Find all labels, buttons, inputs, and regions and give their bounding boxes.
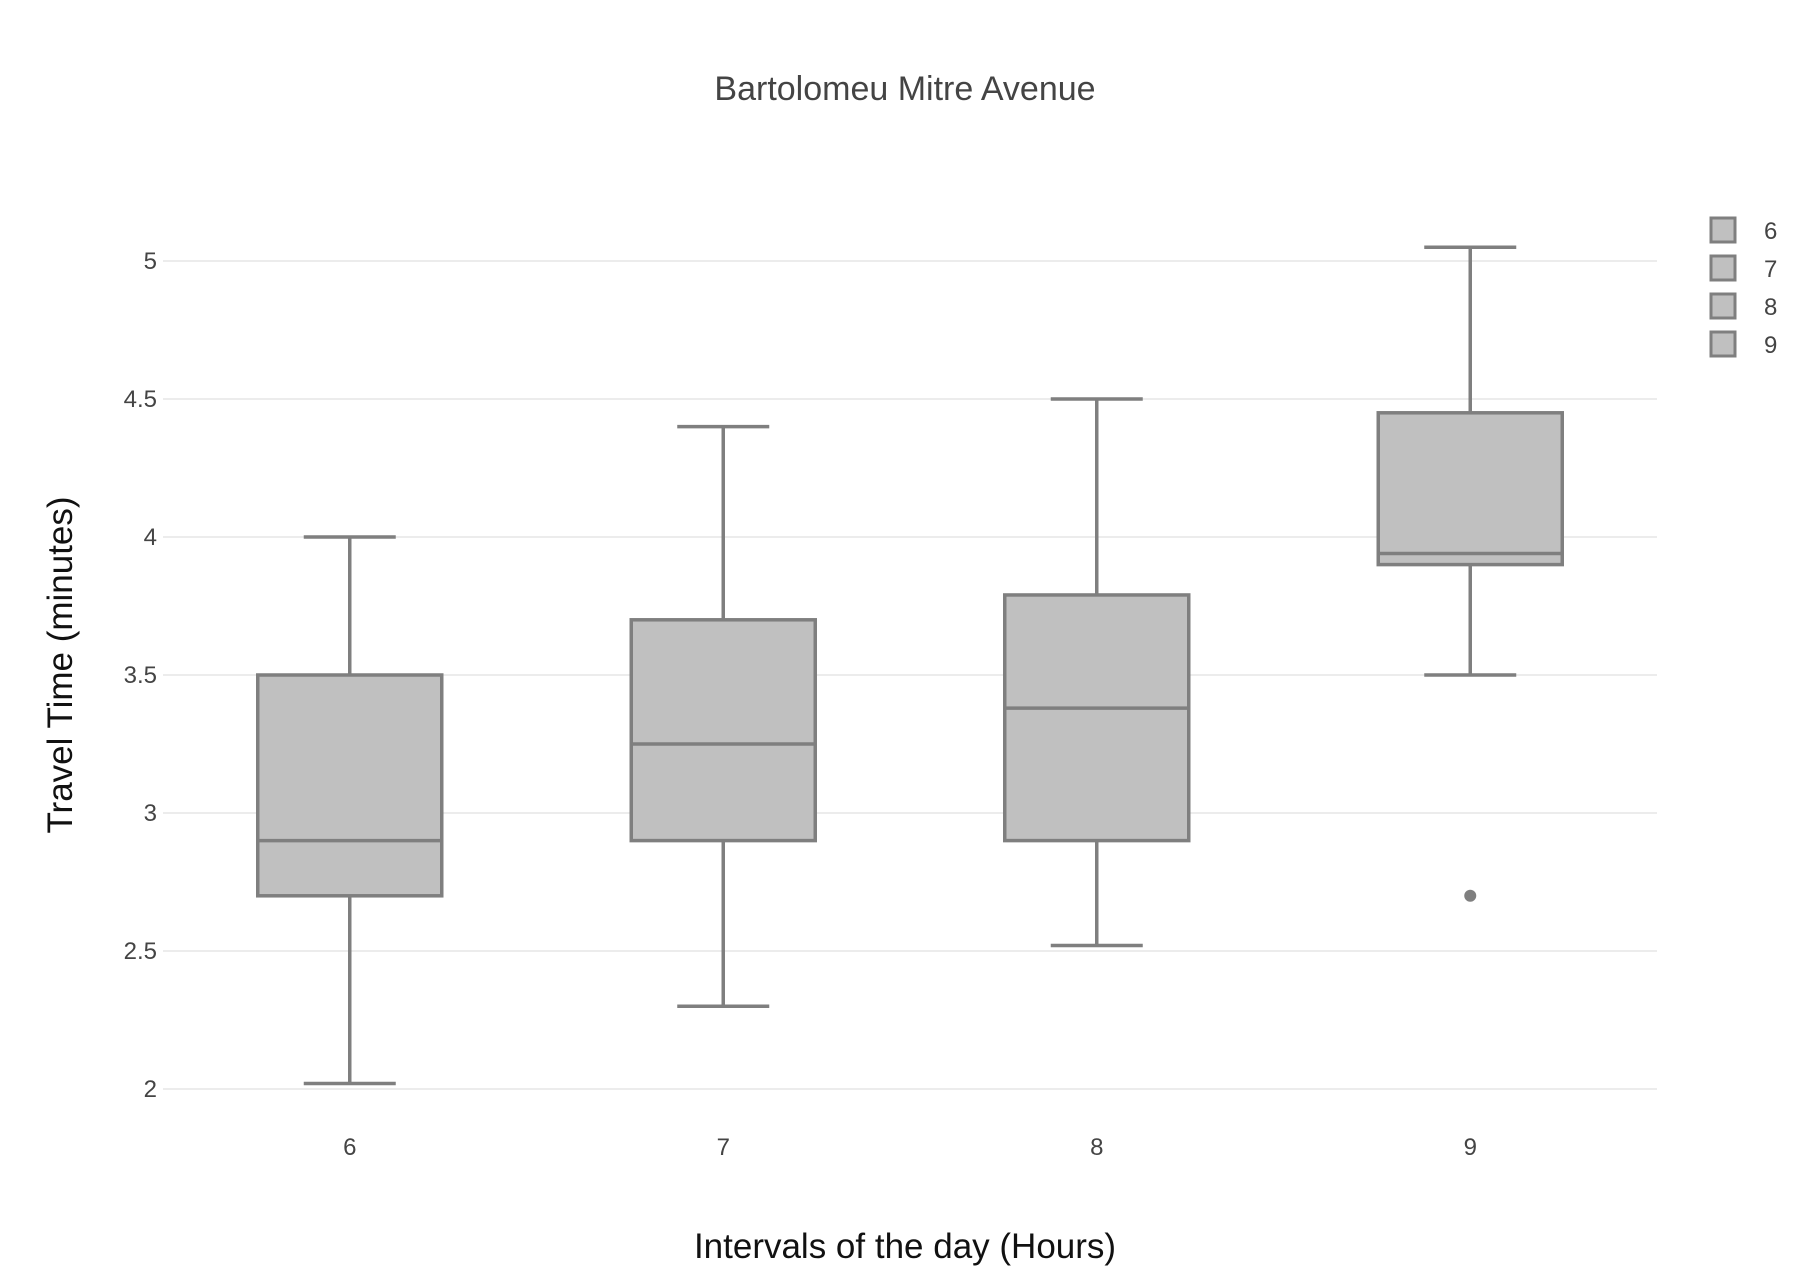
y-tick-label: 3 bbox=[144, 800, 157, 827]
y-tick-label: 4.5 bbox=[124, 386, 157, 413]
legend-swatch bbox=[1709, 292, 1737, 320]
iqr-box bbox=[1003, 593, 1191, 843]
y-tick-label: 5 bbox=[144, 248, 157, 275]
legend-item-6[interactable]: 6 bbox=[1709, 216, 1777, 245]
box-6[interactable] bbox=[256, 535, 444, 1086]
legend-label: 6 bbox=[1764, 218, 1777, 245]
iqr-box bbox=[1376, 411, 1564, 567]
legend-item-7[interactable]: 7 bbox=[1709, 254, 1777, 283]
x-tick-label: 6 bbox=[343, 1134, 356, 1161]
legend-swatch bbox=[1709, 216, 1737, 244]
y-axis-ticks: 2 2.5 3 3.5 4 4.5 5 bbox=[124, 248, 157, 1103]
x-tick-label: 7 bbox=[717, 1134, 730, 1161]
legend-swatch bbox=[1709, 330, 1737, 358]
boxes bbox=[256, 245, 1564, 1086]
legend-label: 8 bbox=[1764, 294, 1777, 321]
legend-item-9[interactable]: 9 bbox=[1709, 330, 1777, 359]
y-tick-label: 4 bbox=[144, 524, 157, 551]
x-axis-title: Intervals of the day (Hours) bbox=[694, 1227, 1116, 1266]
y-tick-label: 2 bbox=[144, 1076, 157, 1103]
legend-label: 9 bbox=[1764, 332, 1777, 359]
chart-title: Bartolomeu Mitre Avenue bbox=[714, 70, 1095, 108]
iqr-box bbox=[629, 618, 817, 843]
x-tick-label: 9 bbox=[1464, 1134, 1477, 1161]
x-tick-label: 8 bbox=[1090, 1134, 1103, 1161]
iqr-box bbox=[256, 673, 444, 898]
y-tick-label: 3.5 bbox=[124, 662, 157, 689]
legend-label: 7 bbox=[1764, 256, 1777, 283]
legend-item-8[interactable]: 8 bbox=[1709, 292, 1777, 321]
x-axis-ticks: 6 7 8 9 bbox=[343, 1134, 1477, 1161]
y-tick-label: 2.5 bbox=[124, 938, 157, 965]
y-axis-title: Travel Time (minutes) bbox=[41, 496, 80, 833]
box-7[interactable] bbox=[629, 424, 817, 1008]
outlier-point bbox=[1464, 889, 1477, 902]
legend[interactable]: 6 7 8 9 bbox=[1709, 216, 1777, 359]
box-9[interactable] bbox=[1376, 245, 1564, 902]
box-8[interactable] bbox=[1003, 397, 1191, 948]
legend-swatch bbox=[1709, 254, 1737, 282]
